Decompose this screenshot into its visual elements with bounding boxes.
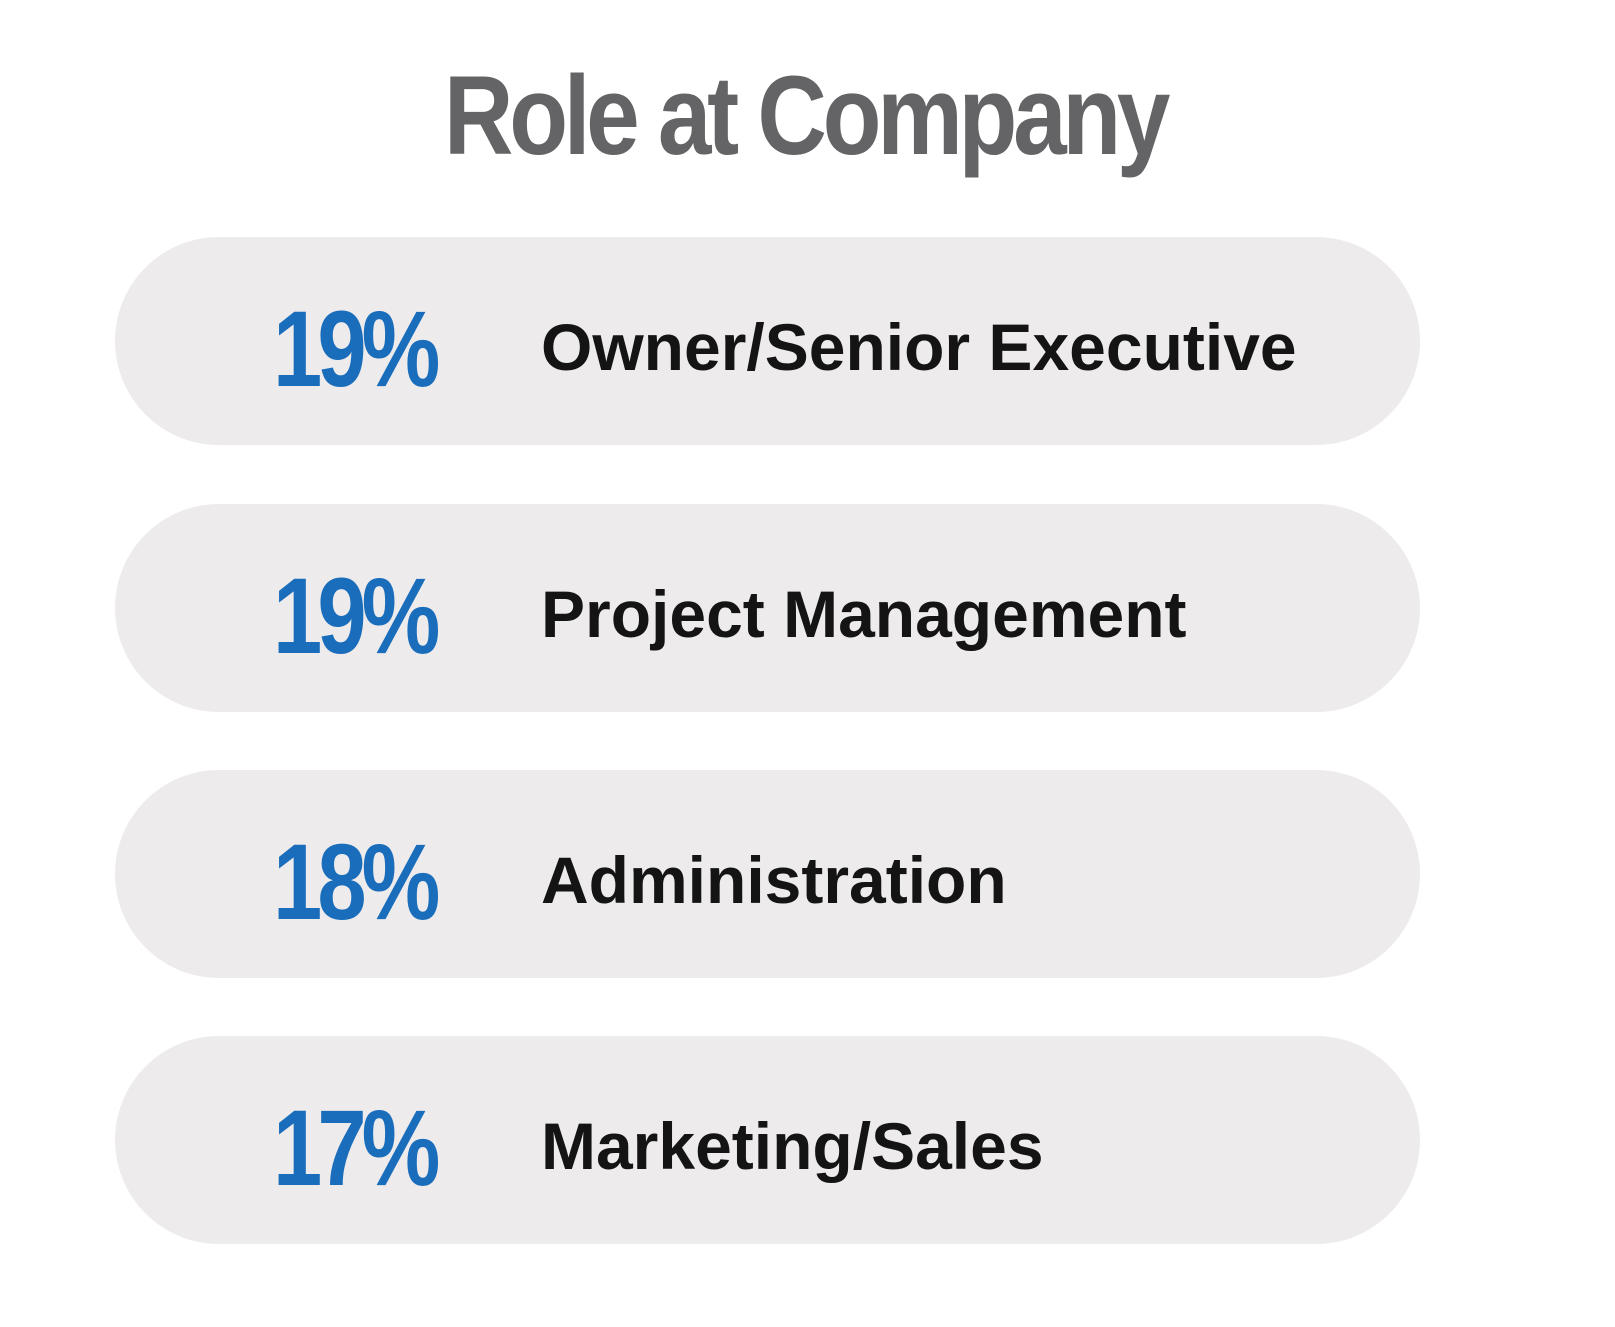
role-row-owner-senior-executive: 19% Owner/Senior Executive [115, 237, 1420, 445]
role-percent: 18% [273, 821, 440, 942]
role-label: Marketing/Sales [541, 1109, 1044, 1183]
role-percent: 19% [273, 555, 440, 676]
chart-title: Role at Company [443, 53, 1171, 178]
role-row-project-management: 19% Project Management [115, 504, 1420, 712]
role-label: Project Management [541, 577, 1187, 651]
role-row-administration: 18% Administration [115, 770, 1420, 978]
role-percent: 19% [273, 288, 440, 409]
role-row-marketing-sales: 17% Marketing/Sales [115, 1036, 1420, 1244]
role-percent: 17% [273, 1087, 440, 1208]
role-label: Owner/Senior Executive [541, 310, 1297, 384]
role-label: Administration [541, 843, 1007, 917]
